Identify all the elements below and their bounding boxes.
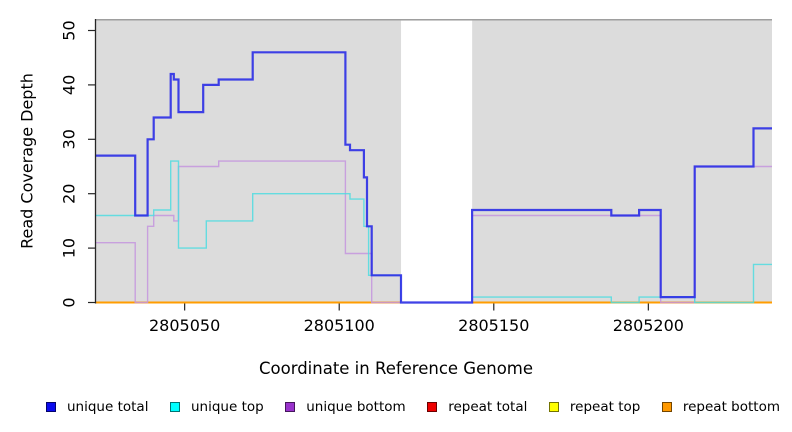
y-tick-label: 40 bbox=[60, 75, 79, 95]
x-axis-label: Coordinate in Reference Genome bbox=[258, 359, 534, 378]
x-tick-label: 2805150 bbox=[458, 316, 529, 335]
legend-swatch-unique-bottom bbox=[285, 402, 296, 412]
legend-label-repeat-total: repeat total bbox=[448, 399, 528, 415]
legend-item-repeat-bottom: repeat bottom bbox=[661, 399, 780, 415]
legend-label-repeat-top: repeat top bbox=[569, 399, 641, 415]
legend-swatch-repeat-bottom bbox=[661, 402, 672, 412]
legend-item-unique-bottom: unique bottom bbox=[285, 399, 406, 415]
x-tick-label: 2805200 bbox=[613, 316, 684, 335]
legend: unique total unique top unique bottom repea… bbox=[46, 399, 780, 415]
legend-item-repeat-top: repeat top bbox=[548, 399, 641, 415]
y-tick-label: 50 bbox=[60, 20, 79, 40]
legend-item-repeat-total: repeat total bbox=[427, 399, 527, 415]
y-tick-label: 20 bbox=[60, 184, 79, 204]
legend-item-unique-top: unique top bbox=[170, 399, 264, 415]
y-tick-label: 0 bbox=[60, 297, 79, 307]
legend-label-unique-bottom: unique bottom bbox=[306, 399, 406, 415]
legend-swatch-repeat-top bbox=[548, 402, 559, 412]
legend-item-unique-total: unique total bbox=[46, 399, 148, 415]
y-axis-label: Read Coverage Depth bbox=[17, 73, 37, 249]
y-tick-label: 10 bbox=[60, 238, 79, 258]
x-tick-label: 2805100 bbox=[304, 316, 375, 335]
legend-swatch-unique-total bbox=[46, 402, 56, 412]
x-tick-label: 2805050 bbox=[149, 316, 220, 335]
legend-label-repeat-bottom: repeat bottom bbox=[682, 399, 780, 415]
legend-label-unique-total: unique total bbox=[67, 399, 149, 415]
masked-region bbox=[401, 20, 473, 303]
legend-label-unique-top: unique top bbox=[191, 399, 264, 415]
legend-swatch-unique-top bbox=[170, 402, 180, 412]
series-unique-total-line bbox=[95, 51, 772, 304]
y-tick-label: 30 bbox=[60, 129, 79, 149]
legend-swatch-repeat-total bbox=[427, 402, 438, 412]
